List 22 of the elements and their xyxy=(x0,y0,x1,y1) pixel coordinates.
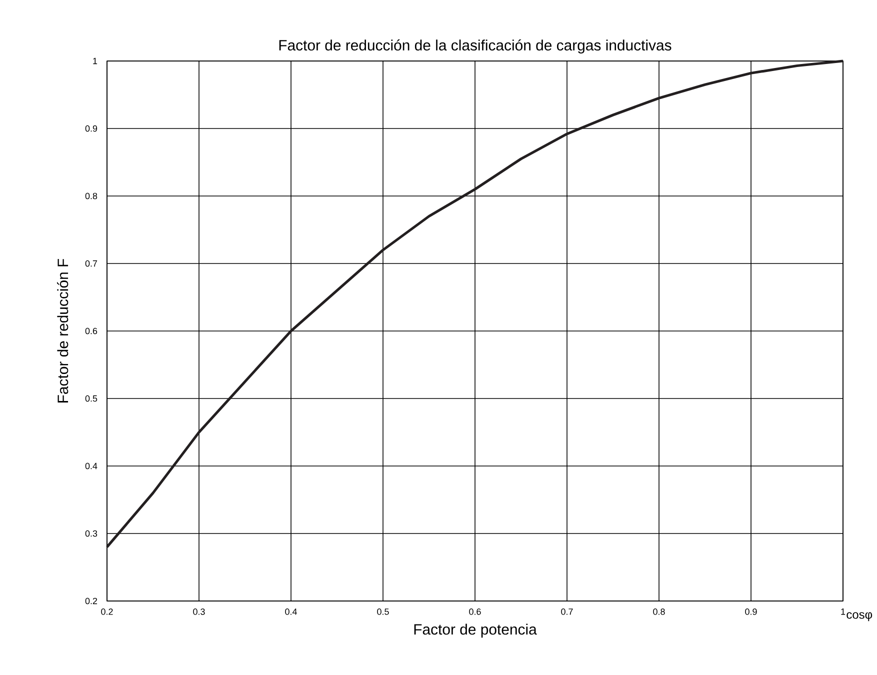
y-tick-label: 0.7 xyxy=(85,260,98,267)
y-tick-label: 0.4 xyxy=(85,462,98,470)
y-tick-label: 0.3 xyxy=(85,530,98,537)
y-tick-label: 0.9 xyxy=(85,125,98,132)
text: cosφ xyxy=(846,612,872,622)
x-tick-label: 0.5 xyxy=(377,608,389,615)
y-axis-title: Factor de reducción F xyxy=(57,258,68,402)
y-tick-label: 1 xyxy=(93,58,98,64)
x-tick-label: 0.4 xyxy=(285,608,297,615)
x-tick-label: 0.2 xyxy=(101,608,113,615)
y-tick-label: 0.5 xyxy=(85,395,98,402)
x-tick-label: 1 xyxy=(841,608,846,615)
x-tick-label: 0.6 xyxy=(469,608,481,615)
x-tick-label: 0.9 xyxy=(745,608,757,615)
y-tick-label: 0.6 xyxy=(85,328,98,334)
x-tick-label: 0.3 xyxy=(193,608,205,615)
x-tick-label: 0.7 xyxy=(561,608,573,615)
y-tick-label: 0.2 xyxy=(85,598,98,604)
x-axis-title: Factor de potencia xyxy=(414,624,537,638)
chart-title: Factor de reducción de la clasificación de cargas inductivas xyxy=(279,39,672,54)
y-tick-label: 0.8 xyxy=(85,192,98,200)
x-tick-label: 0.8 xyxy=(653,608,665,615)
